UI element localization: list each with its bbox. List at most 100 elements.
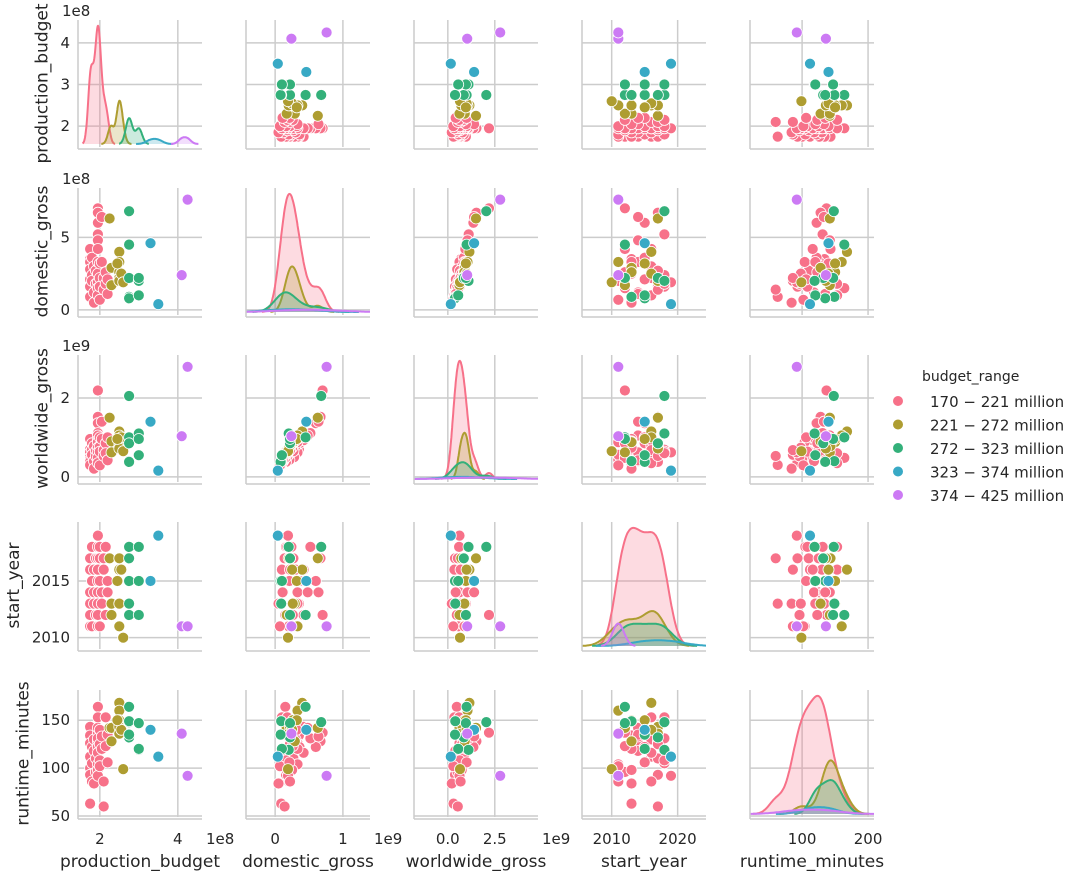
kde-fill bbox=[261, 193, 340, 312]
scatter-point bbox=[290, 101, 303, 114]
scatter-point bbox=[811, 609, 824, 621]
scatter-point bbox=[272, 777, 285, 790]
x-tick-label: 2020 bbox=[659, 830, 697, 848]
legend: budget_range 170 − 221 million 221 − 272 m… bbox=[893, 369, 1064, 505]
scatter-point bbox=[454, 775, 467, 788]
panel-start_year-vs-runtime_minutes bbox=[749, 522, 874, 652]
scatter-point bbox=[444, 750, 457, 763]
scatter-point bbox=[638, 289, 651, 302]
scatter-point bbox=[808, 541, 821, 553]
scatter-point bbox=[806, 243, 819, 255]
scatter-point bbox=[123, 728, 136, 741]
scatter-point bbox=[638, 449, 651, 462]
scatter-point bbox=[113, 552, 126, 565]
scatter-point bbox=[175, 269, 188, 282]
scatter-point bbox=[123, 390, 136, 402]
panel-production_budget-vs-production_budget bbox=[77, 20, 202, 150]
scatter-point bbox=[625, 290, 638, 303]
scatter-point bbox=[652, 109, 664, 122]
scatter-point bbox=[769, 116, 782, 128]
kde-curve bbox=[582, 610, 690, 647]
scatter-point bbox=[299, 89, 312, 101]
scatter-point bbox=[181, 769, 194, 782]
scatter-point bbox=[275, 575, 288, 587]
scatter-point bbox=[794, 597, 807, 610]
scatter-point bbox=[132, 433, 145, 445]
scatter-point bbox=[460, 563, 473, 576]
scatter-point bbox=[315, 541, 328, 553]
scatter-point bbox=[152, 750, 165, 763]
panel-start_year-vs-worldwide_gross bbox=[413, 522, 538, 652]
x-tick-label: 100 bbox=[788, 830, 817, 848]
scatter-point bbox=[809, 78, 822, 91]
scatter-point bbox=[638, 415, 651, 428]
scatter-point bbox=[123, 205, 136, 218]
scatter-point bbox=[800, 112, 812, 124]
scatter-point bbox=[117, 763, 130, 775]
scatter-point bbox=[838, 609, 851, 621]
scatter-point bbox=[791, 552, 804, 565]
x-axis-label: production_budget bbox=[60, 852, 220, 872]
scatter-point bbox=[144, 237, 157, 250]
scatter-point bbox=[449, 597, 462, 610]
scatter-point bbox=[111, 433, 124, 445]
scatter-point bbox=[787, 116, 799, 128]
scatter-point bbox=[132, 575, 145, 587]
scatter-point bbox=[806, 563, 819, 576]
scatter-point bbox=[286, 563, 299, 576]
scatter-point bbox=[769, 450, 782, 462]
y-axis-label: start_year bbox=[4, 542, 24, 628]
scatter-point bbox=[312, 586, 325, 599]
scatter-point bbox=[284, 717, 296, 729]
scatter-point bbox=[652, 437, 664, 450]
scatter-point bbox=[470, 552, 482, 565]
y-tick-label: 0 bbox=[60, 468, 70, 486]
scatter-point bbox=[111, 714, 124, 727]
scatter-point bbox=[97, 563, 110, 576]
scatter-point bbox=[299, 431, 312, 444]
scatter-point bbox=[638, 743, 651, 755]
scatter-point bbox=[285, 32, 298, 45]
scatter-point bbox=[787, 563, 799, 576]
scatter-point bbox=[771, 130, 784, 143]
kde-curve bbox=[414, 476, 538, 480]
scatter-point bbox=[612, 727, 625, 740]
scatter-point bbox=[652, 800, 664, 813]
scatter-point bbox=[285, 727, 298, 740]
y-tick-label: 50 bbox=[51, 807, 70, 825]
scatter-point bbox=[822, 563, 835, 576]
scatter-point bbox=[132, 272, 145, 284]
scatter-point bbox=[612, 193, 625, 206]
scatter-point bbox=[460, 700, 473, 713]
scatter-point bbox=[459, 101, 472, 114]
scatter-point bbox=[452, 78, 465, 91]
scatter-point bbox=[276, 586, 289, 599]
scatter-point bbox=[829, 257, 841, 270]
scatter-point bbox=[829, 101, 841, 114]
y-tick-label: 2010 bbox=[32, 629, 70, 647]
scatter-point bbox=[645, 775, 658, 788]
scatter-point bbox=[638, 78, 651, 91]
scatter-point bbox=[175, 727, 188, 740]
scatter-point bbox=[103, 212, 116, 225]
scatter-point bbox=[619, 202, 631, 215]
scatter-point bbox=[658, 78, 671, 91]
scatter-point bbox=[790, 620, 803, 633]
scatter-point bbox=[632, 211, 644, 223]
scatter-point bbox=[113, 597, 126, 610]
scatter-point bbox=[105, 735, 118, 748]
panel-runtime_minutes-vs-domestic_gross bbox=[245, 690, 370, 820]
scatter-point bbox=[291, 586, 304, 599]
panel-start_year-vs-start_year bbox=[581, 522, 706, 652]
scatter-point bbox=[827, 78, 839, 91]
kde-curve bbox=[794, 779, 865, 815]
scatter-point bbox=[827, 541, 840, 553]
scatter-point bbox=[625, 777, 638, 790]
kde-fill bbox=[450, 432, 485, 479]
scatter-point bbox=[827, 609, 839, 621]
scatter-point bbox=[804, 57, 816, 70]
scatter-point bbox=[316, 609, 329, 621]
scatter-point bbox=[605, 445, 618, 458]
scatter-point bbox=[819, 89, 832, 101]
